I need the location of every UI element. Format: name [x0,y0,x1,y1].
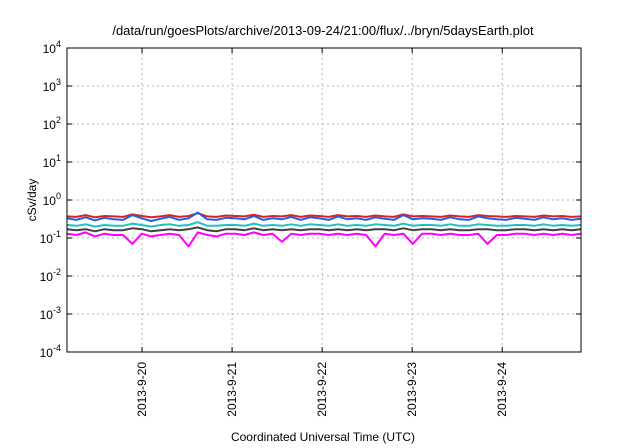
chart-title: /data/run/goesPlots/archive/2013-09-24/2… [112,23,534,38]
y-axis-label: cSv/day [25,179,39,222]
y-tick-exponent: -3 [53,305,61,315]
y-tick-exponent: 4 [56,39,61,49]
x-tick-label: 2013-9-20 [135,362,149,417]
series-line-3 [66,221,582,228]
y-tick-label: 10-2 [40,267,61,284]
x-tick-label: 2013-9-24 [495,362,509,417]
y-tick-base: 10 [43,156,57,170]
y-tick-exponent: 0 [56,191,61,201]
y-tick-label: 104 [43,39,61,56]
y-tick-exponent: -4 [53,343,61,353]
series-line-1 [66,212,582,219]
y-tick-exponent: 2 [56,115,61,125]
y-tick-exponent: -2 [53,267,61,277]
y-tick-exponent: 1 [56,153,61,163]
x-axis-label: Coordinated Universal Time (UTC) [231,430,415,444]
y-tick-base: 10 [43,80,57,94]
x-tick-label: 2013-9-21 [225,362,239,417]
y-tick-base: 10 [43,118,57,132]
y-tick-label: 10-3 [40,305,61,322]
series-line-4 [66,226,582,233]
series-line-2 [66,211,582,222]
y-tick-label: 10-4 [40,343,61,360]
y-tick-base: 10 [40,232,54,246]
x-axis: 2013-9-20 2013-9-21 2013-9-22 2013-9-23 2013… [135,48,509,417]
y-tick-base: 10 [40,270,54,284]
y-tick-label: 102 [43,115,61,132]
x-tick-label: 2013-9-23 [405,362,419,417]
y-tick-label: 100 [43,191,61,208]
series-group [66,211,582,248]
y-tick-exponent: -1 [53,229,61,239]
x-tick-label: 2013-9-22 [315,362,329,417]
y-tick-label: 101 [43,153,61,170]
y-tick-base: 10 [40,346,54,360]
grid [67,48,581,352]
y-tick-exponent: 3 [56,77,61,87]
y-tick-base: 10 [43,194,57,208]
y-tick-label: 10-1 [40,229,61,246]
y-tick-base: 10 [40,308,54,322]
y-tick-base: 10 [43,42,57,56]
series-line-5 [66,231,582,248]
y-tick-label: 103 [43,77,61,94]
